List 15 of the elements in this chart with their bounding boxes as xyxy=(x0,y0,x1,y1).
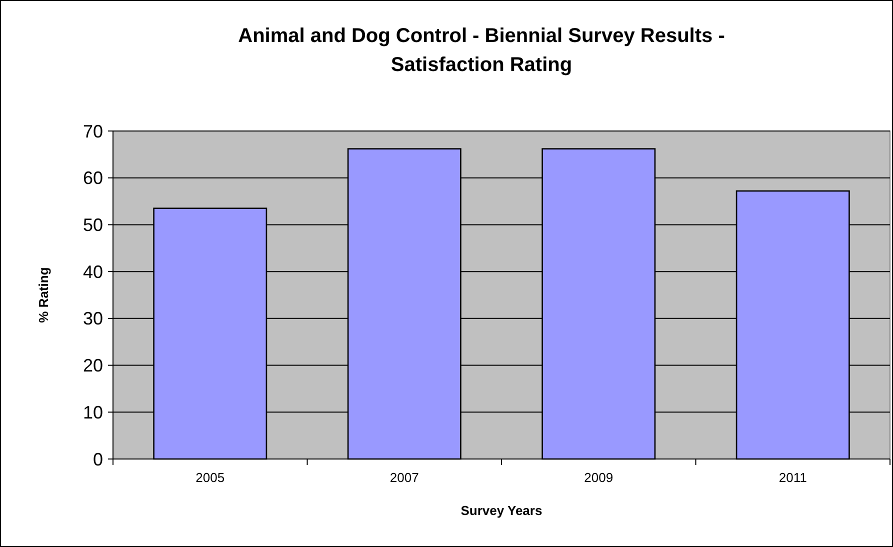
y-axis-title: % Rating xyxy=(36,267,51,323)
y-tick-label: 10 xyxy=(82,402,103,422)
x-tick-label: 2007 xyxy=(390,470,419,485)
x-tick-label: 2009 xyxy=(584,470,614,485)
y-tick-label: 30 xyxy=(82,308,103,329)
x-tick-label: 2005 xyxy=(196,470,225,485)
y-tick-label: 0 xyxy=(92,449,103,470)
y-tick-label: 70 xyxy=(82,121,103,142)
chart-title: Animal and Dog Control - Biennial Survey Results - Satisfaction Rating xyxy=(238,25,725,76)
y-tick-label: 20 xyxy=(82,356,103,376)
x-axis-title: Survey Years xyxy=(460,503,542,518)
x-tick-label: 2011 xyxy=(778,470,807,485)
y-tick-label: 50 xyxy=(82,215,103,236)
y-tick-label: 60 xyxy=(82,168,103,188)
y-tick-label: 40 xyxy=(82,262,103,282)
